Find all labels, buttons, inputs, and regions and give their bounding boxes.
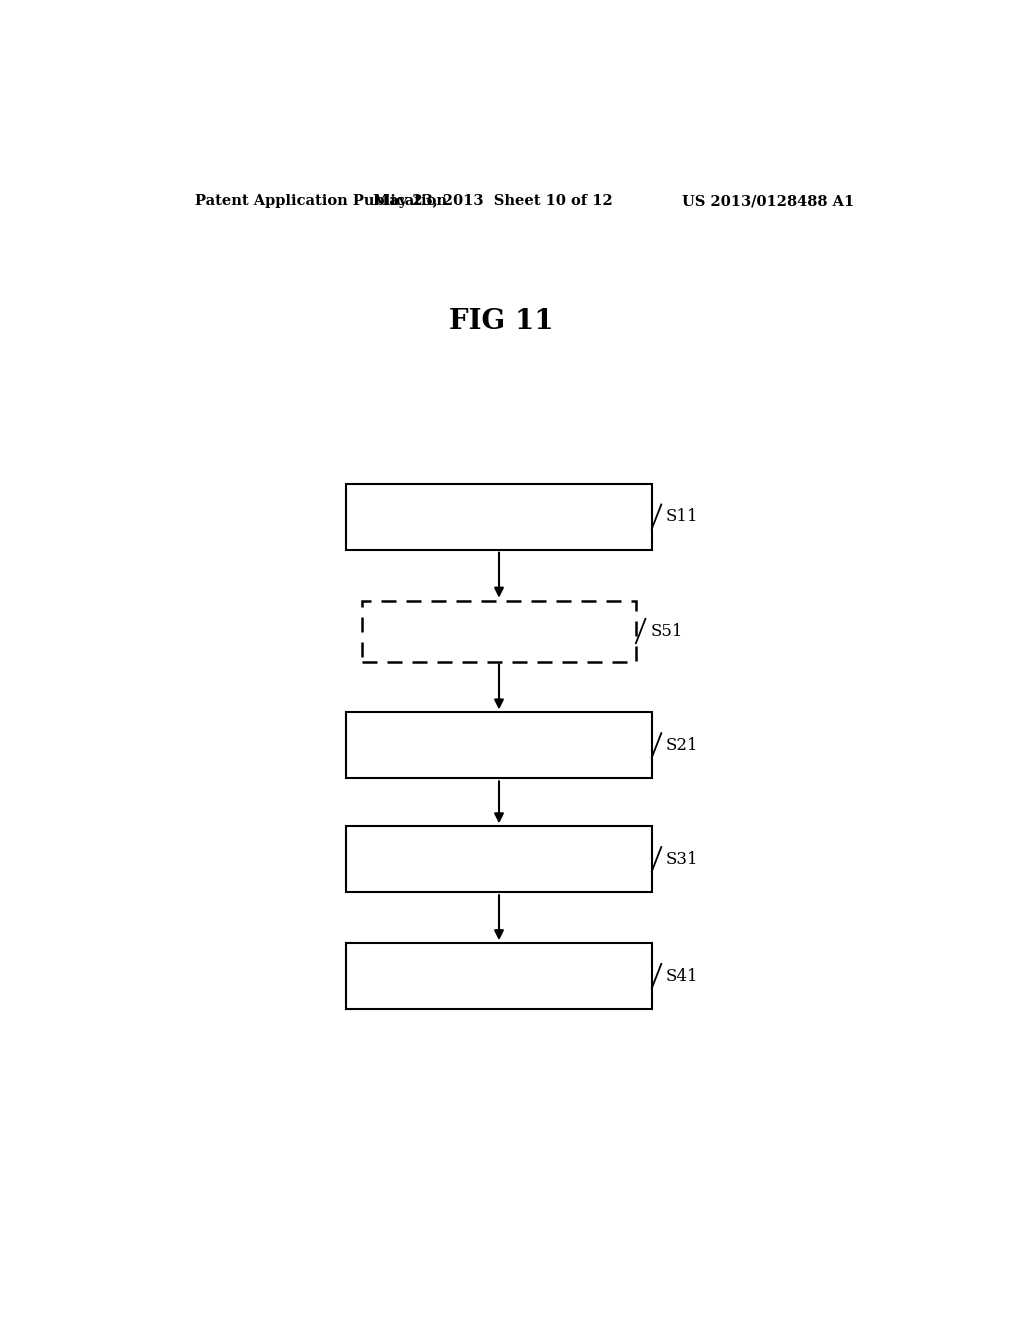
Text: S21: S21 bbox=[666, 737, 698, 754]
Text: S31: S31 bbox=[666, 850, 698, 867]
Bar bbox=[362, 601, 636, 661]
Text: May 23, 2013  Sheet 10 of 12: May 23, 2013 Sheet 10 of 12 bbox=[373, 194, 613, 209]
Bar bbox=[346, 942, 652, 1008]
Text: Patent Application Publication: Patent Application Publication bbox=[196, 194, 447, 209]
Text: S41: S41 bbox=[666, 968, 698, 985]
Text: S51: S51 bbox=[650, 623, 683, 639]
Bar bbox=[346, 826, 652, 892]
Text: US 2013/0128488 A1: US 2013/0128488 A1 bbox=[682, 194, 854, 209]
Bar bbox=[346, 483, 652, 549]
Text: FIG 11: FIG 11 bbox=[449, 308, 553, 334]
Bar bbox=[346, 713, 652, 779]
Text: S11: S11 bbox=[666, 508, 698, 525]
